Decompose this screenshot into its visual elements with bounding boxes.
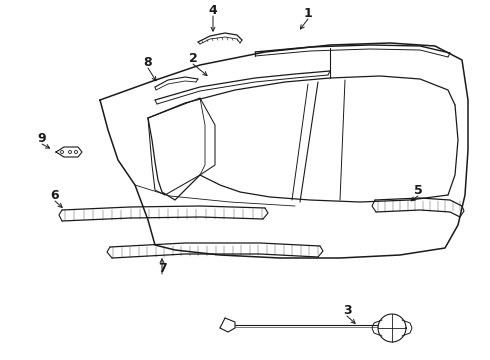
Text: 2: 2 [189,51,197,64]
Text: 6: 6 [50,189,59,202]
Text: 7: 7 [158,261,167,274]
Text: 1: 1 [304,6,313,19]
Text: 4: 4 [209,4,218,17]
Text: 9: 9 [38,131,47,144]
Text: 5: 5 [414,184,422,197]
Text: 8: 8 [144,55,152,68]
Text: 3: 3 [343,303,351,316]
